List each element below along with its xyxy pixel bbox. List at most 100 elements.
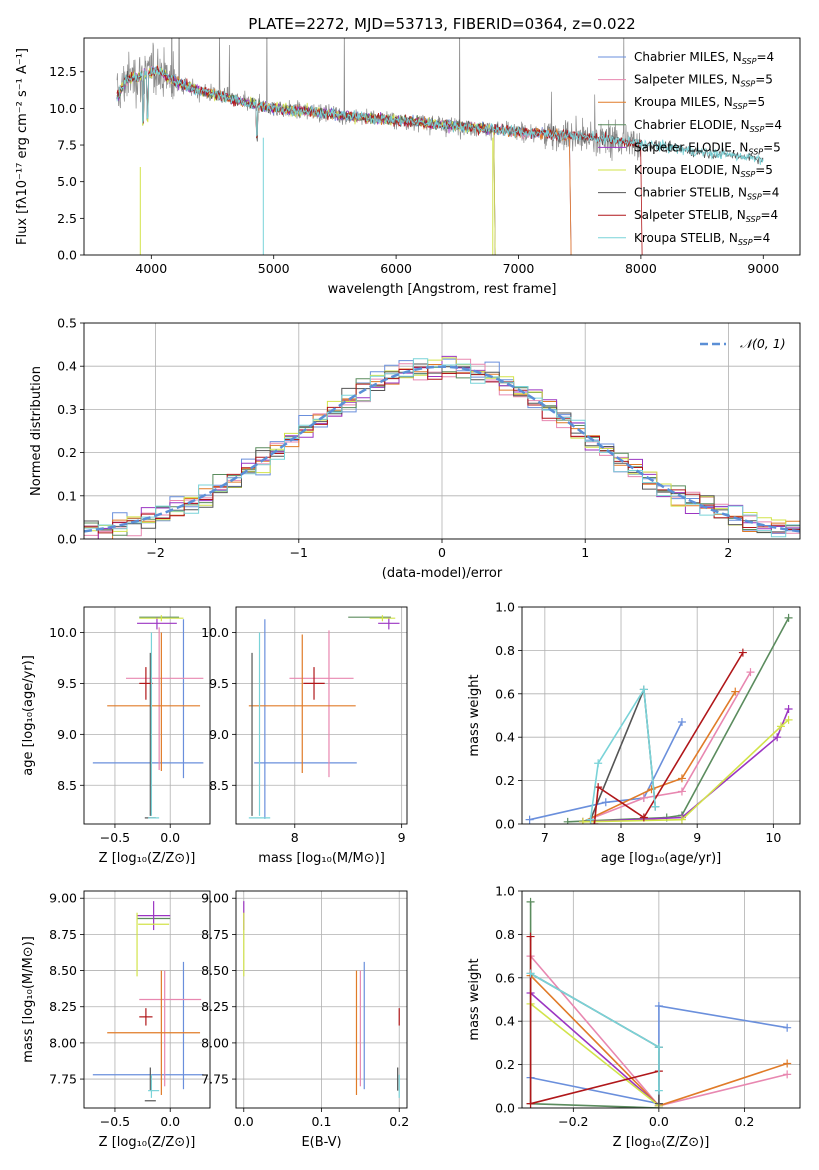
- legend-sep: , N: [732, 140, 749, 154]
- mass-weight-marker: [594, 759, 603, 768]
- legend-subscript: SSP: [748, 147, 763, 156]
- legend-subscript: SSP: [742, 57, 757, 66]
- mass-weight-marker: [677, 815, 686, 824]
- x-tick-label: −1: [290, 545, 308, 560]
- chart-title: PLATE=2272, MJD=53713, FIBERID=0364, z=0…: [248, 15, 635, 33]
- mass-weight-line: [529, 901, 659, 1108]
- y-tick-label: 8.5: [209, 778, 229, 793]
- legend-eq: =: [747, 95, 757, 109]
- axes-mass-vs-Z: −0.5 0.0 7.75 8.00 8.25 8.50 8.75 9.00 Z [log₁₀(…: [21, 890, 211, 1150]
- plot-area-age-vs-mass: [236, 607, 407, 824]
- plot-area-mass-vs-EBV: [236, 891, 407, 1108]
- legend-name: Chabrier ELODIE: [634, 118, 733, 132]
- mass-weight-marker: [738, 648, 747, 657]
- errorbar-point: [378, 617, 400, 630]
- y-tick-label: 0.1: [57, 488, 77, 503]
- mass-weight-marker: [654, 1002, 663, 1011]
- errorbar-point: [137, 617, 177, 630]
- x-axis-label: Z [log₁₀(Z/Z⊙)]: [99, 851, 196, 866]
- legend-name: Kroupa STELIB: [634, 231, 721, 245]
- mass-weight-marker: [677, 774, 686, 783]
- y-tick-label: 9.00: [201, 891, 229, 906]
- y-tick-label: 10.0: [49, 101, 77, 116]
- x-axis-label: wavelength [Angstrom, rest frame]: [328, 282, 557, 297]
- mass-weight-line: [593, 652, 744, 824]
- normal-reference-curve: [84, 365, 800, 533]
- x-axis-label: age [log₁₀(age/yr)]: [601, 851, 722, 866]
- y-axis-label: mass [log₁₀(M/M⊙)]: [21, 936, 36, 1063]
- mass-weight-marker: [731, 687, 740, 696]
- legend-eq: =: [763, 140, 773, 154]
- mass-weight-line: [589, 687, 657, 820]
- y-tick-label: 9.0: [209, 727, 229, 742]
- legend-subscript: SSP: [738, 238, 753, 247]
- y-tick-label: 7.75: [201, 1072, 229, 1087]
- mass-weight-marker: [526, 1099, 535, 1108]
- y-tick-label: 0.4: [57, 359, 77, 374]
- axes-frame: [521, 606, 801, 825]
- x-tick-label: 5000: [258, 261, 290, 276]
- legend-entry: Salpeter ELODIE, NSSP=5: [634, 140, 781, 156]
- y-tick-label: 8.25: [49, 999, 77, 1014]
- legend-sep: , N: [729, 208, 746, 222]
- y-tick-label: 9.5: [57, 676, 77, 691]
- mass-weight-marker: [654, 1043, 663, 1052]
- mass-weight-marker: [783, 1023, 792, 1032]
- y-tick-label: 0.5: [57, 316, 77, 331]
- legend-subscript: SSP: [750, 125, 765, 134]
- legend-nssp: 4: [763, 231, 771, 245]
- x-tick-label: 4000: [135, 261, 167, 276]
- legend-subscript: SSP: [747, 193, 762, 202]
- plot-area-residuals: [84, 323, 800, 539]
- y-tick-label: 0.4: [495, 1014, 515, 1029]
- legend-subscript: SSP: [741, 170, 756, 179]
- errorbar-point: [137, 901, 171, 931]
- y-tick-label: 8.5: [57, 778, 77, 793]
- y-tick-label: 2.5: [57, 211, 77, 226]
- mass-weight-marker: [677, 718, 686, 727]
- y-tick-label: 0.6: [495, 686, 515, 701]
- legend-sep: , N: [724, 73, 741, 87]
- x-tick-label: 7: [541, 830, 549, 845]
- y-tick-label: 0.2: [495, 773, 515, 788]
- x-tick-label: 8: [291, 830, 299, 845]
- x-tick-label: 0.0: [160, 1114, 180, 1129]
- x-tick-label: −0.5: [100, 830, 130, 845]
- mass-weight-marker: [651, 802, 660, 811]
- x-tick-label: 0.2: [389, 1114, 409, 1129]
- y-tick-label: 7.75: [49, 1072, 77, 1087]
- legend-nssp: 5: [765, 163, 773, 177]
- mass-weight-line: [529, 936, 660, 1105]
- mass-weight-marker: [601, 798, 610, 807]
- y-axis-label: age [log₁₀(age/yr)]: [21, 655, 36, 776]
- axes-frame: [83, 890, 211, 1109]
- plot-area-massweight-vs-age: [522, 607, 800, 824]
- legend-eq: =: [756, 50, 766, 64]
- axes-frame: [235, 890, 408, 1109]
- axes-mass-vs-EBV: 0.0 0.1 0.2 7.75 8.00 8.25 8.50 8.75 9.00 E(B-V): [201, 890, 409, 1150]
- plot-area-spectrum: [116, 38, 764, 255]
- x-tick-label: 9000: [747, 261, 779, 276]
- mass-weight-marker: [783, 1070, 792, 1079]
- residual-histogram: [84, 357, 800, 532]
- errorbar-point: [139, 615, 184, 622]
- x-tick-label: 8000: [625, 261, 657, 276]
- errorbar-point: [303, 667, 325, 700]
- axes-frame: [83, 322, 801, 540]
- y-tick-label: 8.50: [201, 963, 229, 978]
- mass-weight-marker: [586, 815, 595, 824]
- errorbar-point: [139, 1008, 153, 1026]
- mass-weight-marker: [526, 969, 535, 978]
- mass-weight-marker: [784, 613, 793, 622]
- axes-frame: [83, 37, 801, 256]
- legend-name: Salpeter MILES: [634, 73, 724, 87]
- y-tick-label: 1.0: [495, 884, 515, 899]
- axes-spectrum: 4000 5000 6000 7000 8000 9000 0.0 2.5 5.0 7.5 10.0…: [15, 15, 801, 297]
- axes-frame: [235, 606, 408, 825]
- legend-sep: , N: [730, 186, 747, 200]
- mass-weight-marker: [654, 1099, 663, 1108]
- axes-age-vs-mass: 8 9 8.5 9.0 9.5 10.0 mass [log₁₀(M/M⊙)]: [201, 606, 408, 866]
- y-tick-label: 8.75: [49, 927, 77, 942]
- y-axis-label: Normed distribution: [29, 366, 44, 496]
- x-tick-label: 6000: [380, 261, 412, 276]
